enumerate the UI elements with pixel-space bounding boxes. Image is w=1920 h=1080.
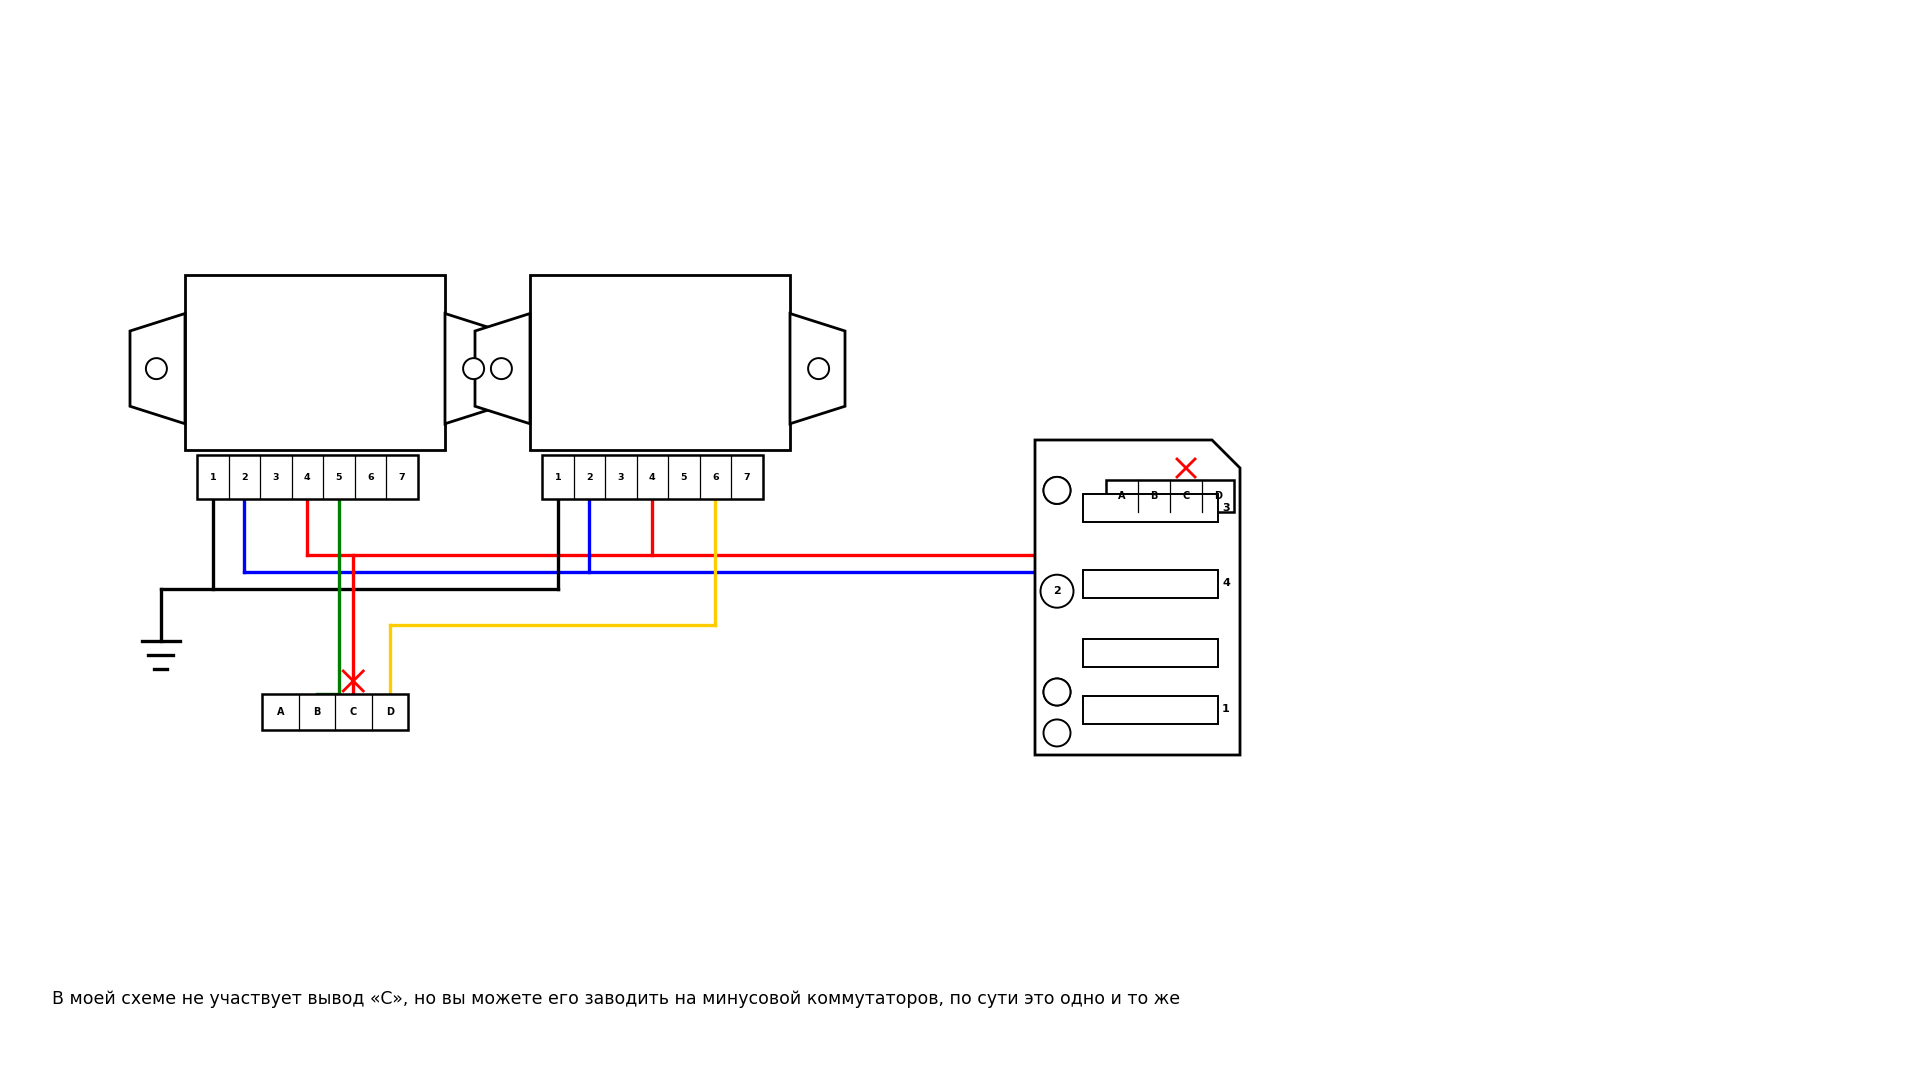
Polygon shape [789, 313, 845, 423]
Text: C: C [349, 707, 357, 717]
Text: 7: 7 [743, 473, 751, 482]
Polygon shape [131, 313, 184, 423]
Text: D: D [386, 707, 394, 717]
Text: D: D [1213, 491, 1221, 501]
Text: 5: 5 [680, 473, 687, 482]
Text: 4: 4 [1221, 579, 1231, 589]
Bar [1083, 569, 1217, 597]
Bar [184, 275, 445, 450]
Text: A: A [276, 707, 284, 717]
Circle shape [1043, 477, 1071, 504]
Text: 2: 2 [240, 473, 248, 482]
Text: 3: 3 [273, 473, 278, 482]
Circle shape [463, 359, 484, 379]
Circle shape [492, 359, 513, 379]
Text: A: A [1117, 491, 1125, 501]
Text: 4: 4 [649, 473, 655, 482]
Text: 1: 1 [1223, 704, 1231, 715]
Text: 5: 5 [336, 473, 342, 482]
Text: В моей схеме не участвует вывод «C», но вы можете его заводить на минусовой комм: В моей схеме не участвует вывод «C», но … [52, 990, 1181, 1008]
Text: 3: 3 [1223, 503, 1231, 513]
Text: 2: 2 [586, 473, 593, 482]
Circle shape [146, 359, 167, 379]
Bar [530, 275, 789, 450]
Text: C: C [1183, 491, 1190, 501]
Bar [261, 694, 409, 730]
Text: B: B [313, 707, 321, 717]
Text: 1: 1 [209, 473, 217, 482]
Text: B: B [1150, 491, 1158, 501]
Polygon shape [474, 313, 530, 423]
Polygon shape [1035, 440, 1240, 755]
Circle shape [1043, 477, 1071, 504]
Bar [541, 455, 762, 499]
Bar [198, 455, 417, 499]
Bar [1083, 696, 1217, 724]
Circle shape [808, 359, 829, 379]
Circle shape [1043, 719, 1071, 746]
Text: 7: 7 [399, 473, 405, 482]
Text: 2: 2 [1054, 586, 1062, 596]
Text: 6: 6 [712, 473, 718, 482]
Text: 4: 4 [303, 473, 311, 482]
Circle shape [1041, 575, 1073, 608]
Circle shape [1043, 578, 1071, 605]
Polygon shape [445, 313, 499, 423]
Bar [1083, 638, 1217, 666]
Text: 3: 3 [618, 473, 624, 482]
Bar [1083, 494, 1217, 522]
Text: 6: 6 [367, 473, 374, 482]
Circle shape [1043, 678, 1071, 705]
Text: 1: 1 [555, 473, 561, 482]
Circle shape [1043, 678, 1071, 705]
Bar [1106, 480, 1235, 512]
